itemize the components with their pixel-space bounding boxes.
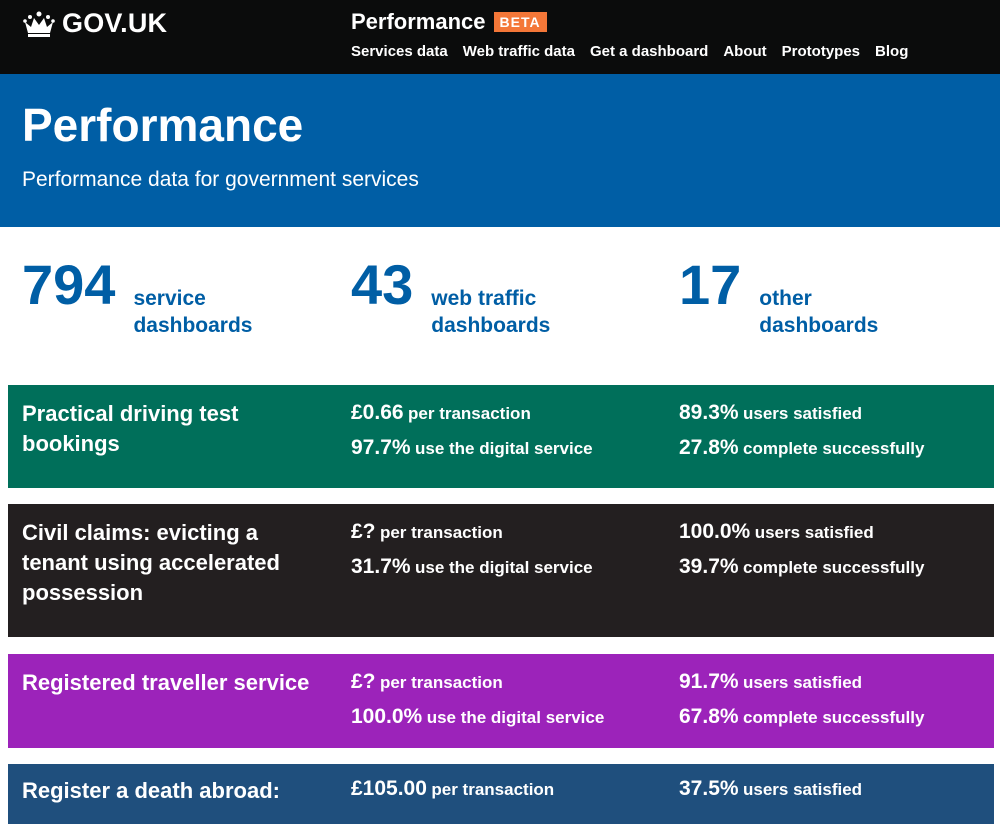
count-label: other dashboards [759,287,879,337]
service-name: Register a death abroad: [22,778,280,803]
cost-per-transaction: £0.66 per transaction [351,401,531,427]
service-card-civil-claims[interactable]: Civil claims: evicting a tenant using ac… [8,504,994,637]
stat-label: use the digital service [426,708,605,727]
stat-value: 100.0% [679,520,751,543]
main-nav: Services data Web traffic data Get a das… [351,43,908,60]
stat-value: £? [351,520,376,543]
logo-text: GOV.UK [62,8,168,38]
stat-value: 27.8% [679,436,739,459]
stat-label: users satisfied [743,673,863,692]
nav-about[interactable]: About [723,43,767,60]
service-name: Civil claims: evicting a tenant using ac… [22,520,280,605]
stat-value: 97.7% [351,436,411,459]
user-satisfaction: 100.0% users satisfied [679,520,874,546]
completion-rate: 67.8% complete successfully [679,705,924,731]
cost-per-transaction: £? per transaction [351,520,503,546]
nav-web-traffic-data[interactable]: Web traffic data [462,43,575,60]
service-card-practical-driving-test[interactable]: Practical driving test bookings £0.66 pe… [8,385,994,488]
stat-value: £0.66 [351,401,404,424]
user-satisfaction: 91.7% users satisfied [679,670,862,696]
stat-label: per transaction [431,780,555,799]
service-dashboards-count[interactable]: 794 service dashboards [22,255,283,339]
product-title: Performance BETA [351,9,547,35]
nav-get-a-dashboard[interactable]: Get a dashboard [589,43,709,60]
stat-value: 100.0% [351,705,423,728]
service-card-registered-traveller[interactable]: Registered traveller service £? per tran… [8,654,994,748]
nav-prototypes[interactable]: Prototypes [781,43,861,60]
stat-label: users satisfied [754,523,874,542]
user-satisfaction: 89.3% users satisfied [679,401,862,427]
stat-value: 91.7% [679,670,739,693]
stat-label: complete successfully [743,439,925,458]
stat-value: £? [351,670,376,693]
user-satisfaction: 37.5% users satisfied [679,777,862,803]
count-value: 17 [679,253,742,316]
site-header: GOV.UK Performance BETA Services data We… [0,0,1000,74]
page-subtitle: Performance data for government services [22,168,419,191]
completion-rate: 27.8% complete successfully [679,436,924,462]
count-label: service dashboards [133,287,253,337]
stat-label: per transaction [379,673,503,692]
stat-value: 39.7% [679,555,739,578]
count-label: web traffic dashboards [431,287,551,337]
cost-per-transaction: £105.00 per transaction [351,777,554,803]
stat-label: per transaction [379,523,503,542]
stat-label: use the digital service [415,439,593,458]
digital-takeup: 31.7% use the digital service [351,555,593,581]
stat-value: 37.5% [679,777,739,800]
completion-rate: 39.7% complete successfully [679,555,924,581]
govuk-logo-link[interactable]: GOV.UK [22,8,167,39]
stat-value: 67.8% [679,705,739,728]
stat-label: users satisfied [743,404,863,423]
page-title: Performance [22,99,304,151]
crown-icon [23,11,55,37]
other-dashboards-count[interactable]: 17 other dashboards [679,255,909,339]
service-name: Registered traveller service [22,670,310,695]
web-traffic-dashboards-count[interactable]: 43 web traffic dashboards [351,255,581,339]
service-name: Practical driving test bookings [22,401,239,456]
digital-takeup: 97.7% use the digital service [351,436,593,462]
stat-value: 31.7% [351,555,411,578]
stat-label: use the digital service [415,558,593,577]
stat-label: per transaction [408,404,531,423]
count-value: 794 [22,253,116,316]
stat-value: 89.3% [679,401,739,424]
nav-blog[interactable]: Blog [875,43,909,60]
count-value: 43 [351,253,414,316]
cost-per-transaction: £? per transaction [351,670,503,696]
beta-badge: BETA [493,12,547,32]
digital-takeup: 100.0% use the digital service [351,705,604,731]
hero-banner: Performance Performance data for governm… [0,74,1000,227]
stat-label: users satisfied [743,780,863,799]
service-card-register-death-abroad[interactable]: Register a death abroad: £105.00 per tra… [8,764,994,824]
product-name-link[interactable]: Performance [351,9,486,34]
stat-value: £105.00 [351,777,427,800]
stat-label: complete successfully [743,558,925,577]
nav-services-data[interactable]: Services data [351,43,448,60]
stat-label: complete successfully [743,708,925,727]
